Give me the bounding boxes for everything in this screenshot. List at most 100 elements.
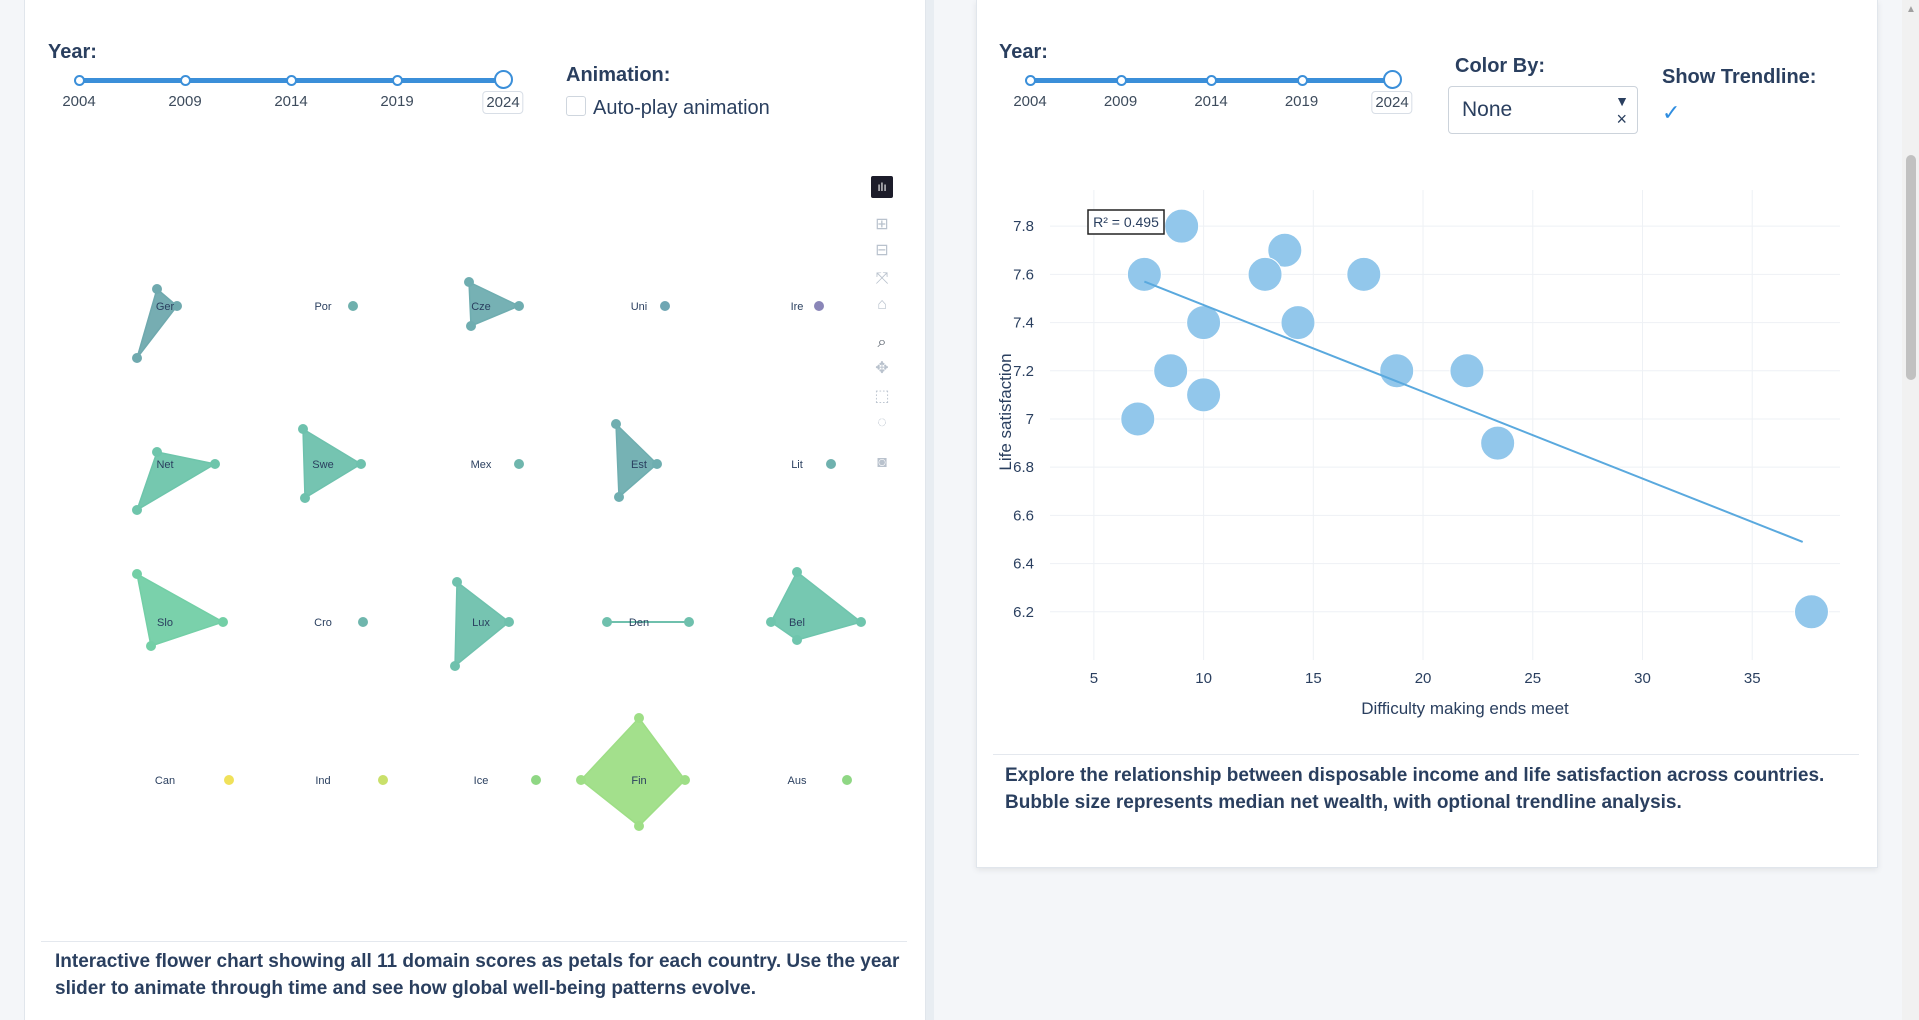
color-by-dropdown[interactable]: None ▼ ×: [1448, 86, 1638, 134]
scatter-bubble[interactable]: [1247, 256, 1283, 292]
flower-petal-point[interactable]: [602, 617, 612, 627]
autoscale-icon[interactable]: ⤧: [875, 270, 889, 287]
left-slider-handle[interactable]: [494, 70, 513, 89]
camera-icon[interactable]: ◙: [877, 454, 887, 471]
flower-petal-point[interactable]: [210, 459, 220, 469]
reset-axes-icon[interactable]: ⌂: [877, 296, 887, 313]
right-slider-label[interactable]: 2009: [1103, 93, 1138, 110]
zoom-out-icon[interactable]: ⊟: [875, 242, 889, 259]
flower-ger[interactable]: Ger: [132, 284, 182, 363]
flower-petal-area[interactable]: [579, 716, 686, 828]
flower-net[interactable]: Net: [132, 447, 220, 515]
flower-petal-point[interactable]: [348, 301, 358, 311]
year-slider-right[interactable]: 2004 2009 2014 2019 2024: [1013, 70, 1413, 114]
right-slider-label[interactable]: 2004: [1013, 93, 1047, 110]
flower-petal-point[interactable]: [152, 447, 162, 457]
flower-petal-point[interactable]: [504, 617, 514, 627]
flower-bel[interactable]: Bel: [766, 567, 866, 645]
flower-petal-point[interactable]: [842, 775, 852, 785]
left-slider-label[interactable]: 2019: [380, 93, 414, 110]
scatter-bubble[interactable]: [1267, 232, 1303, 268]
flower-petal-point[interactable]: [152, 284, 162, 294]
scatter-bubble[interactable]: [1153, 353, 1189, 389]
right-slider-label[interactable]: 2014: [1194, 93, 1228, 110]
right-slider-tick[interactable]: [1296, 75, 1308, 86]
flower-petal-point[interactable]: [298, 424, 308, 434]
flower-lux[interactable]: Lux: [450, 577, 514, 671]
flower-petal-point[interactable]: [531, 775, 541, 785]
flower-petal-point[interactable]: [378, 775, 388, 785]
flower-cro[interactable]: Cro: [314, 617, 368, 629]
flower-petal-point[interactable]: [514, 459, 524, 469]
clear-icon[interactable]: ×: [1616, 109, 1627, 129]
flower-petal-point[interactable]: [218, 617, 228, 627]
flower-fin[interactable]: Fin: [576, 713, 690, 831]
left-slider-label[interactable]: 2024: [482, 91, 524, 114]
left-slider-label[interactable]: 2014: [274, 93, 308, 110]
trendline-checkbox[interactable]: ✓: [1662, 100, 1681, 125]
flower-petal-point[interactable]: [514, 301, 524, 311]
left-slider-tick[interactable]: [286, 75, 297, 86]
flower-petal-point[interactable]: [680, 775, 690, 785]
scatter-bubble[interactable]: [1126, 256, 1162, 292]
scatter-bubble[interactable]: [1346, 256, 1382, 292]
flower-petal-point[interactable]: [766, 617, 776, 627]
flower-can[interactable]: Can: [155, 775, 234, 787]
flower-aus[interactable]: Aus: [788, 775, 852, 787]
zoom-in-icon[interactable]: ⊞: [875, 216, 889, 233]
right-slider-label[interactable]: 2024: [1371, 91, 1413, 114]
flower-petal-area[interactable]: [136, 287, 179, 359]
flower-cze[interactable]: Cze: [464, 277, 524, 331]
flower-chart[interactable]: Ger Por Cze Uni Ire Net Swe Mex Est Lit Slo Cro Lux D…: [65, 240, 885, 840]
flower-petal-point[interactable]: [611, 419, 621, 429]
left-slider-tick[interactable]: [74, 75, 85, 86]
flower-petal-point[interactable]: [356, 459, 366, 469]
flower-ind[interactable]: Ind: [315, 775, 388, 787]
plotly-logo-icon[interactable]: ılı: [871, 176, 893, 198]
page-scrollbar[interactable]: ▲: [1902, 0, 1919, 1020]
lasso-select-icon[interactable]: ◌: [877, 414, 887, 431]
flower-petal-point[interactable]: [172, 301, 182, 311]
flower-petal-point[interactable]: [132, 353, 142, 363]
flower-petal-point[interactable]: [814, 301, 824, 311]
flower-mex[interactable]: Mex: [471, 459, 524, 471]
flower-petal-point[interactable]: [634, 713, 644, 723]
chevron-down-icon[interactable]: ▼: [1615, 93, 1629, 109]
scatter-bubble[interactable]: [1120, 401, 1156, 437]
right-slider-tick[interactable]: [1206, 75, 1217, 86]
right-slider-tick[interactable]: [1025, 75, 1036, 86]
flower-petal-point[interactable]: [826, 459, 836, 469]
flower-ire[interactable]: Ire: [791, 301, 824, 313]
scatter-bubble[interactable]: [1164, 208, 1200, 244]
zoom-icon[interactable]: ⌕: [877, 334, 887, 351]
flower-petal-area[interactable]: [135, 572, 225, 647]
trendline[interactable]: [1143, 280, 1804, 543]
flower-petal-point[interactable]: [792, 635, 802, 645]
right-slider-tick[interactable]: [1115, 75, 1127, 86]
flower-petal-area[interactable]: [302, 427, 363, 500]
flower-slo[interactable]: Slo: [132, 569, 228, 651]
flower-lit[interactable]: Lit: [791, 459, 836, 471]
box-select-icon[interactable]: ⬚: [874, 388, 890, 405]
scroll-thumb[interactable]: [1906, 155, 1916, 380]
left-slider-label[interactable]: 2004: [62, 93, 96, 110]
flower-petal-point[interactable]: [856, 617, 866, 627]
left-slider-tick[interactable]: [180, 75, 191, 86]
flower-petal-point[interactable]: [132, 505, 142, 515]
year-slider[interactable]: 2004 2009 2014 2019 2024: [62, 70, 524, 114]
pan-icon[interactable]: ✥: [875, 360, 889, 377]
flower-uni[interactable]: Uni: [631, 301, 670, 313]
flower-petal-point[interactable]: [300, 493, 310, 503]
flower-den[interactable]: Den: [602, 617, 694, 629]
scatter-bubble[interactable]: [1280, 305, 1316, 341]
scatter-bubble[interactable]: [1480, 425, 1516, 461]
scatter-bubble[interactable]: [1186, 377, 1222, 413]
scatter-bubble[interactable]: [1793, 594, 1829, 630]
flower-petal-area[interactable]: [135, 451, 218, 512]
flower-petal-point[interactable]: [684, 617, 694, 627]
flower-petal-point[interactable]: [466, 321, 476, 331]
flower-petal-point[interactable]: [450, 661, 460, 671]
scatter-bubble[interactable]: [1449, 353, 1485, 389]
scatter-bubble[interactable]: [1379, 353, 1415, 389]
autoplay-checkbox[interactable]: [566, 96, 586, 116]
